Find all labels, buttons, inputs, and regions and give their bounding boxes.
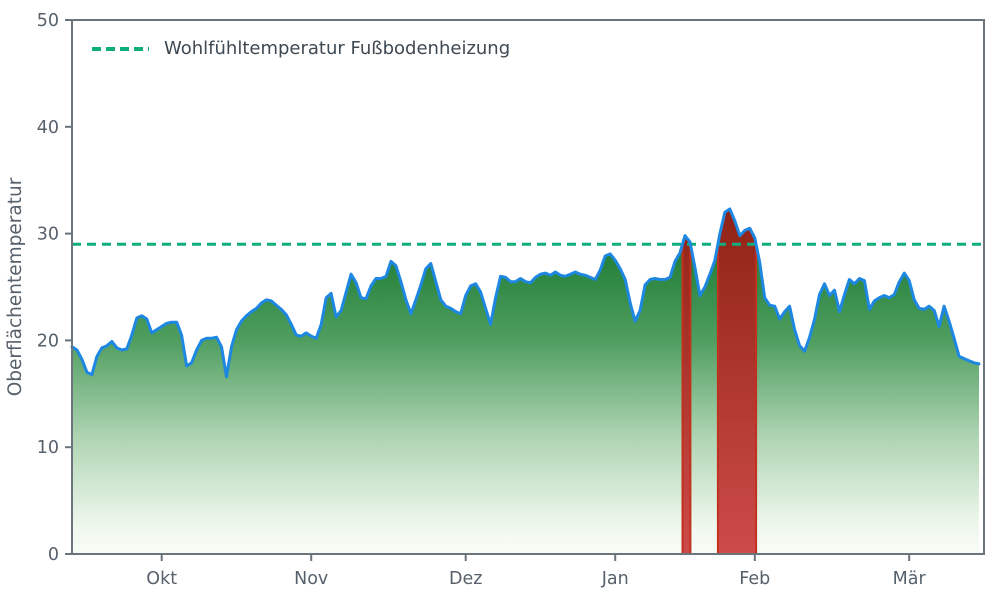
y-tick-label: 10: [37, 438, 59, 458]
y-tick-label: 0: [48, 545, 59, 565]
legend: Wohlfühltemperatur Fußbodenheizung: [92, 38, 510, 59]
x-tick-label: Jan: [601, 569, 629, 589]
dashed-line-icon: [92, 46, 149, 51]
y-tick-label: 50: [37, 11, 59, 31]
overheat-area: [716, 208, 758, 555]
y-axis-label: Oberflächentemperatur: [5, 177, 26, 396]
y-tick-label: 20: [37, 331, 59, 351]
x-tick-label: Dez: [449, 569, 482, 589]
x-tick-label: Mär: [893, 569, 927, 589]
overheat-area: [681, 234, 692, 555]
x-tick-label: Okt: [146, 569, 177, 589]
plot-area: 0 10 20 30 40 50 Okt Nov Dez Jan Feb Mär: [37, 11, 985, 589]
y-tick-label: 40: [37, 118, 59, 138]
plot-border: [71, 19, 985, 555]
x-tick-label: Nov: [294, 569, 328, 589]
x-tick-label: Feb: [739, 569, 770, 589]
y-tick-label: 30: [37, 225, 59, 245]
temperature-area: [72, 209, 979, 554]
temperature-line: [70, 207, 981, 379]
legend-label: Wohlfühltemperatur Fußbodenheizung: [164, 38, 511, 59]
